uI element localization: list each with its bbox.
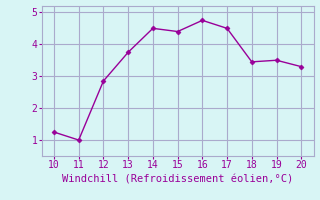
X-axis label: Windchill (Refroidissement éolien,°C): Windchill (Refroidissement éolien,°C) <box>62 174 293 184</box>
